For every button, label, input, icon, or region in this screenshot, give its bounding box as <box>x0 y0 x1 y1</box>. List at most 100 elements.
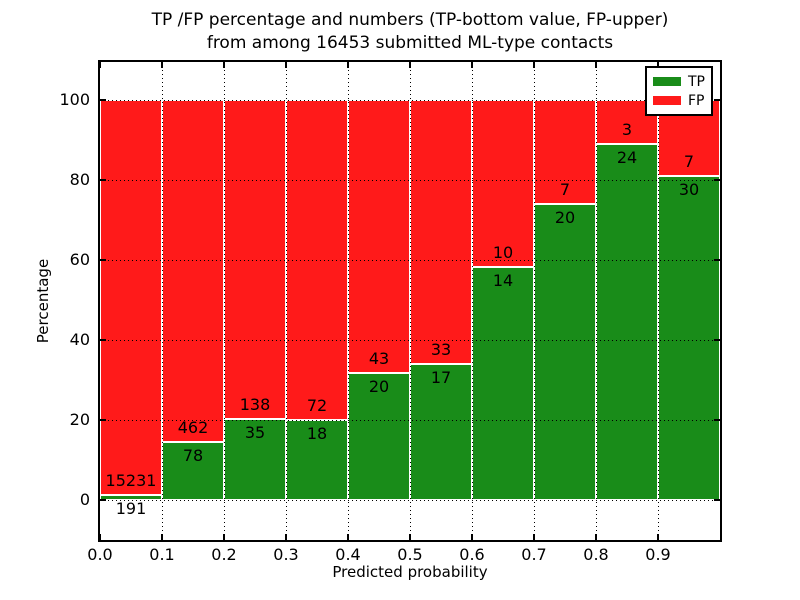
fp-swatch-icon <box>653 96 681 105</box>
chart-title-line2: from among 16453 submitted ML-type conta… <box>206 33 614 53</box>
y-tick-label: 80 <box>69 170 90 189</box>
y-tick-label: 60 <box>69 250 90 269</box>
fp-count-label: 3 <box>621 120 633 140</box>
bar-tp-segment <box>658 175 720 500</box>
y-tick-mark <box>100 419 106 421</box>
bar-tp-segment <box>224 419 286 500</box>
y-tick-mark-right <box>714 259 720 261</box>
x-tick-mark <box>223 534 225 540</box>
tp-count-label: 17 <box>430 368 452 387</box>
bar-tp-segment <box>596 144 658 500</box>
bar-fp-segment <box>100 100 162 496</box>
bar-fp-segment <box>348 100 410 374</box>
vertical-gridline <box>658 62 659 540</box>
legend-label-fp: FP <box>688 92 705 109</box>
tp-count-label: 35 <box>244 423 266 443</box>
fp-count-label: 15231 <box>105 471 157 491</box>
x-tick-label: 0.4 <box>335 545 361 564</box>
x-tick-mark-top <box>657 62 659 68</box>
y-tick-mark-right <box>714 499 720 501</box>
vertical-gridline <box>348 62 349 540</box>
y-tick-label: 100 <box>59 90 90 109</box>
legend-row-tp: TP <box>653 72 711 91</box>
x-tick-mark <box>595 534 597 540</box>
y-tick-mark <box>100 179 106 181</box>
bar-fp-segment <box>162 100 224 443</box>
y-tick-mark-right <box>714 419 720 421</box>
tp-count-label: 20 <box>368 377 390 397</box>
x-tick-mark <box>409 534 411 540</box>
vertical-gridline <box>410 62 411 540</box>
bar-tp-segment <box>162 442 224 500</box>
x-tick-mark-top <box>533 62 535 68</box>
y-tick-label: 40 <box>69 330 90 349</box>
bar-fp-segment <box>410 100 472 364</box>
x-tick-mark <box>347 534 349 540</box>
x-tick-mark <box>471 534 473 540</box>
x-tick-mark <box>657 534 659 540</box>
x-tick-mark-top <box>471 62 473 68</box>
fp-count-label: 33 <box>430 340 452 359</box>
x-tick-label: 0.8 <box>583 545 609 564</box>
vertical-gridline <box>596 62 597 540</box>
fp-count-label: 7 <box>683 151 695 171</box>
tp-count-label: 78 <box>182 446 204 466</box>
bar-fp-segment <box>472 100 534 267</box>
x-tick-mark <box>533 534 535 540</box>
y-tick-mark <box>100 259 106 261</box>
vertical-gridline <box>162 62 163 540</box>
y-tick-mark <box>100 499 106 501</box>
x-tick-mark <box>285 534 287 540</box>
x-tick-mark-top <box>595 62 597 68</box>
tp-count-label: 14 <box>492 270 514 290</box>
fp-count-label: 462 <box>177 418 209 438</box>
y-axis-label: Percentage <box>34 258 52 344</box>
bar-tp-segment <box>534 203 596 500</box>
vertical-gridline <box>534 62 535 540</box>
chart-title: TP /FP percentage and numbers (TP-bottom… <box>100 9 720 55</box>
bar-tp-segment <box>410 364 472 500</box>
x-tick-mark-top <box>409 62 411 68</box>
bar-tp-segment <box>348 373 410 500</box>
tp-count-label: 24 <box>616 148 638 168</box>
x-tick-label: 0.7 <box>521 545 547 564</box>
fp-count-label: 138 <box>239 395 271 415</box>
vertical-gridline <box>472 62 473 540</box>
legend-label-tp: TP <box>688 73 705 90</box>
y-tick-label: 0 <box>79 490 90 509</box>
x-tick-label: 0.0 <box>87 545 113 564</box>
tp-count-label: 191 <box>115 499 147 519</box>
y-tick-label: 20 <box>69 410 90 429</box>
x-tick-mark <box>161 534 163 540</box>
x-tick-mark-top <box>223 62 225 68</box>
x-tick-label: 0.9 <box>645 545 671 564</box>
x-tick-label: 0.2 <box>211 545 237 564</box>
y-tick-mark <box>100 339 106 341</box>
fp-count-label: 43 <box>368 349 390 369</box>
y-tick-mark-right <box>714 179 720 181</box>
fp-count-label: 10 <box>492 242 514 262</box>
x-tick-mark-top <box>99 62 101 68</box>
x-tick-label: 0.3 <box>273 545 299 564</box>
tp-swatch-icon <box>653 77 681 86</box>
y-tick-mark-right <box>714 99 720 101</box>
fp-count-label: 7 <box>559 179 571 199</box>
x-tick-mark-top <box>285 62 287 68</box>
vertical-gridline <box>224 62 225 540</box>
bar-tp-segment <box>472 266 534 500</box>
x-tick-label: 0.6 <box>459 545 485 564</box>
x-tick-mark-top <box>347 62 349 68</box>
legend-row-fp: FP <box>653 91 711 110</box>
tp-count-label: 18 <box>306 424 328 443</box>
y-tick-mark-right <box>714 339 720 341</box>
tp-count-label: 30 <box>678 179 700 199</box>
x-tick-label: 0.5 <box>397 545 423 564</box>
vertical-gridline <box>286 62 287 540</box>
x-tick-label: 0.1 <box>149 545 175 564</box>
chart-title-line1: TP /FP percentage and numbers (TP-bottom… <box>151 10 669 30</box>
x-tick-mark-top <box>161 62 163 68</box>
plot-area: 15231 191 462 78 138 35 72 18 43 20 33 17 10 14 7 20 3 24… <box>99 62 720 540</box>
x-tick-mark <box>99 534 101 540</box>
bar-tp-segment <box>100 495 162 500</box>
